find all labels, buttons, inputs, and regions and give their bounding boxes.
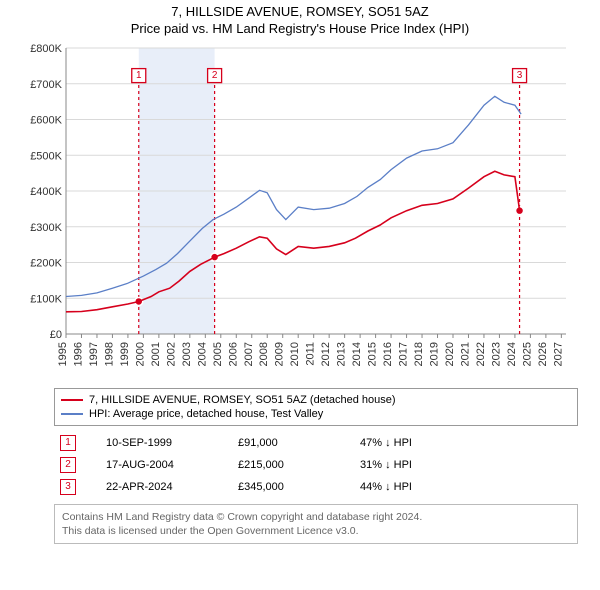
event-row: 1 10-SEP-1999£91,00047% ↓ HPI xyxy=(54,432,578,454)
svg-text:£400K: £400K xyxy=(30,186,62,198)
svg-text:2024: 2024 xyxy=(506,342,518,366)
svg-text:1995: 1995 xyxy=(57,342,69,366)
svg-text:2000: 2000 xyxy=(134,342,146,366)
event-marker-3: 3 xyxy=(60,479,76,495)
event-delta: 47% ↓ HPI xyxy=(354,432,578,454)
svg-text:2018: 2018 xyxy=(413,342,425,366)
svg-text:2025: 2025 xyxy=(521,342,533,366)
svg-text:2023: 2023 xyxy=(490,342,502,366)
legend-label: HPI: Average price, detached house, Test… xyxy=(89,408,323,420)
event-row: 3 22-APR-2024£345,00044% ↓ HPI xyxy=(54,476,578,498)
svg-text:£700K: £700K xyxy=(30,79,62,91)
event-price: £91,000 xyxy=(232,432,354,454)
legend-swatch xyxy=(61,413,83,415)
svg-text:2011: 2011 xyxy=(305,342,317,366)
svg-text:2004: 2004 xyxy=(196,342,208,366)
svg-text:2003: 2003 xyxy=(181,342,193,366)
svg-text:£200K: £200K xyxy=(30,257,62,269)
svg-text:2015: 2015 xyxy=(367,342,379,366)
svg-text:2019: 2019 xyxy=(429,342,441,366)
svg-text:3: 3 xyxy=(517,70,523,81)
svg-text:1999: 1999 xyxy=(119,342,131,366)
svg-text:£300K: £300K xyxy=(30,222,62,234)
svg-text:2007: 2007 xyxy=(243,342,255,366)
svg-text:2009: 2009 xyxy=(274,342,286,366)
event-price: £215,000 xyxy=(232,454,354,476)
svg-text:2008: 2008 xyxy=(258,342,270,366)
svg-text:£100K: £100K xyxy=(30,293,62,305)
price-chart: £0 £100K £200K £300K £400K £500K £600K £700K £80… xyxy=(20,42,580,382)
svg-text:1998: 1998 xyxy=(103,342,115,366)
svg-text:£0: £0 xyxy=(50,329,62,341)
legend-item: HPI: Average price, detached house, Test… xyxy=(61,407,571,421)
svg-text:2001: 2001 xyxy=(150,342,162,366)
event-date: 10-SEP-1999 xyxy=(100,432,232,454)
title-line-1: 7, HILLSIDE AVENUE, ROMSEY, SO51 5AZ xyxy=(8,4,592,21)
svg-text:2010: 2010 xyxy=(289,342,301,366)
svg-text:2027: 2027 xyxy=(552,342,564,366)
legend-item: 7, HILLSIDE AVENUE, ROMSEY, SO51 5AZ (de… xyxy=(61,393,571,407)
svg-text:2022: 2022 xyxy=(475,342,487,366)
event-delta: 44% ↓ HPI xyxy=(354,476,578,498)
events-table: 1 10-SEP-1999£91,00047% ↓ HPI 2 17-AUG-2004… xyxy=(54,432,578,498)
svg-text:1996: 1996 xyxy=(72,342,84,366)
title-line-2: Price paid vs. HM Land Registry's House … xyxy=(8,21,592,38)
event-price: £345,000 xyxy=(232,476,354,498)
svg-text:2: 2 xyxy=(212,70,218,81)
legend: 7, HILLSIDE AVENUE, ROMSEY, SO51 5AZ (de… xyxy=(54,388,578,426)
event-marker-1: 1 xyxy=(60,435,76,451)
svg-text:1: 1 xyxy=(136,70,142,81)
footer-line-1: Contains HM Land Registry data © Crown c… xyxy=(62,510,570,524)
event-date: 17-AUG-2004 xyxy=(100,454,232,476)
svg-text:2026: 2026 xyxy=(537,342,549,366)
footer-line-2: This data is licensed under the Open Gov… xyxy=(62,524,570,538)
legend-label: 7, HILLSIDE AVENUE, ROMSEY, SO51 5AZ (de… xyxy=(89,394,396,406)
svg-text:£600K: £600K xyxy=(30,114,62,126)
svg-text:2012: 2012 xyxy=(320,342,332,366)
event-row: 2 17-AUG-2004£215,00031% ↓ HPI xyxy=(54,454,578,476)
event-delta: 31% ↓ HPI xyxy=(354,454,578,476)
svg-text:2013: 2013 xyxy=(336,342,348,366)
svg-text:2021: 2021 xyxy=(459,342,471,366)
event-date: 22-APR-2024 xyxy=(100,476,232,498)
svg-text:2005: 2005 xyxy=(212,342,224,366)
svg-text:2014: 2014 xyxy=(351,342,363,366)
svg-text:1997: 1997 xyxy=(88,342,100,366)
svg-text:2020: 2020 xyxy=(444,342,456,366)
footer-attribution: Contains HM Land Registry data © Crown c… xyxy=(54,504,578,544)
svg-text:2002: 2002 xyxy=(165,342,177,366)
svg-text:2006: 2006 xyxy=(227,342,239,366)
event-marker-2: 2 xyxy=(60,457,76,473)
svg-text:2017: 2017 xyxy=(398,342,410,366)
svg-text:£800K: £800K xyxy=(30,43,62,55)
legend-swatch xyxy=(61,399,83,401)
svg-text:£500K: £500K xyxy=(30,150,62,162)
svg-text:2016: 2016 xyxy=(382,342,394,366)
